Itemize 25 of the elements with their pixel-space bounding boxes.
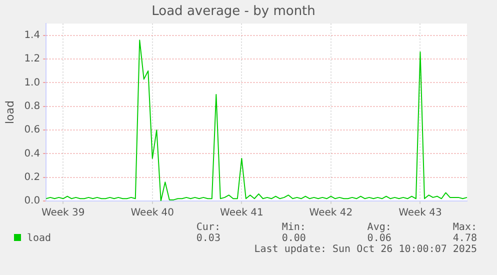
y-tick-label: 1.2	[24, 54, 40, 65]
text: 4.78	[452, 233, 478, 244]
y-tick-label: 1.0	[24, 77, 40, 88]
text: Max:	[452, 222, 478, 233]
text: Avg:	[366, 222, 392, 233]
y-tick-label: 1.4	[24, 30, 40, 42]
text: Min:	[280, 222, 307, 233]
text: 0.03	[195, 233, 222, 244]
y-tick-label: 0.4	[24, 148, 40, 160]
y-tick-label: 0.8	[24, 100, 40, 112]
y-tick-label: 0.0	[24, 196, 40, 207]
y-tick-label: 0.6	[24, 124, 40, 136]
x-tick-label: Week 41	[220, 208, 264, 219]
text: 0.00	[280, 233, 307, 244]
x-tick-label: Week 39	[41, 208, 85, 219]
y-axis-title: load	[3, 100, 16, 124]
x-tick-label: Week 40	[130, 208, 174, 219]
legend-label: load	[26, 233, 52, 244]
text: Cur:	[195, 222, 222, 233]
x-tick-label: Week 43	[398, 208, 442, 219]
text: 0.06	[366, 233, 392, 244]
y-tick-label: 0.2	[24, 172, 40, 183]
text: Last update: Sun Oct 26 10:00:07 2025	[253, 244, 478, 255]
chart-title: Load average - by month	[152, 4, 316, 20]
x-tick-label: Week 42	[309, 208, 353, 219]
